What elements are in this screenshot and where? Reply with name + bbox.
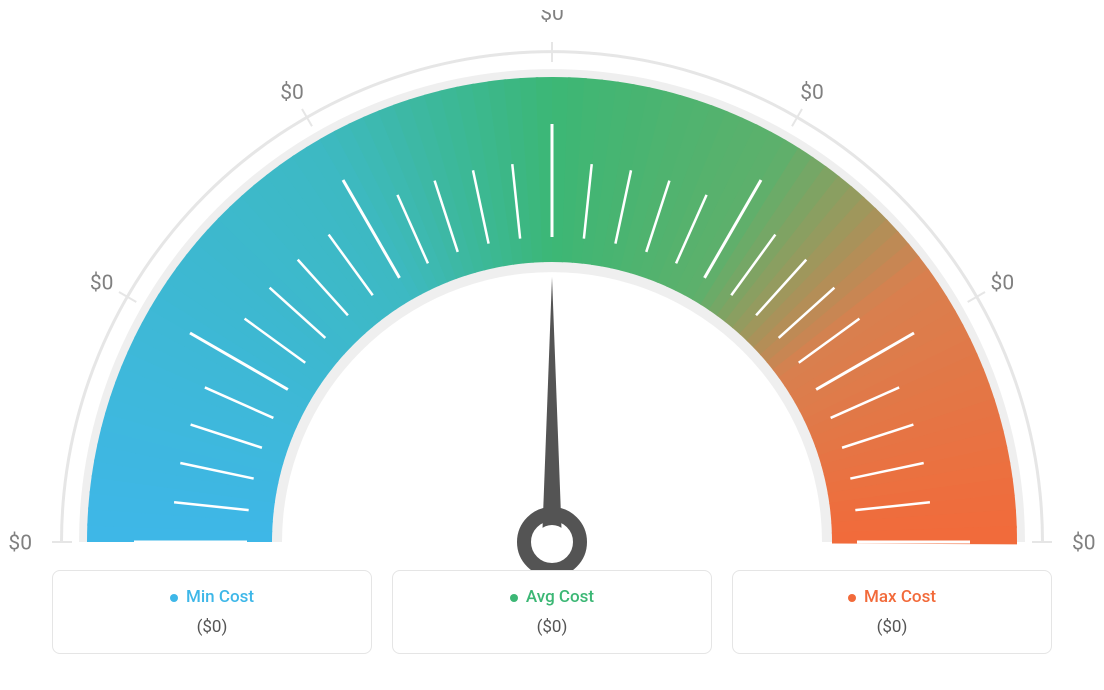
svg-text:$0: $0 [800, 81, 824, 105]
legend-value-avg: ($0) [417, 617, 687, 637]
legend-title-min: Min Cost [77, 587, 347, 607]
gauge-chart: $0 $0 $0 $0 $0 $0 $0 [0, 10, 1104, 570]
svg-text:$0: $0 [1072, 531, 1096, 555]
legend-value-max: ($0) [757, 617, 1027, 637]
svg-text:$0: $0 [90, 271, 114, 295]
legend-value-min: ($0) [77, 617, 347, 637]
legend-row: Min Cost ($0) Avg Cost ($0) Max Cost ($0… [0, 570, 1104, 654]
legend-card-avg: Avg Cost ($0) [392, 570, 712, 654]
svg-text:$0: $0 [8, 531, 32, 555]
gauge-container: $0 $0 $0 $0 $0 $0 $0 [0, 0, 1104, 560]
legend-label-min: Min Cost [186, 587, 254, 607]
legend-label-avg: Avg Cost [526, 587, 594, 607]
svg-text:$0: $0 [280, 81, 304, 105]
legend-card-max: Max Cost ($0) [732, 570, 1052, 654]
legend-label-max: Max Cost [864, 587, 936, 607]
legend-card-min: Min Cost ($0) [52, 570, 372, 654]
legend-title-max: Max Cost [757, 587, 1027, 607]
svg-text:$0: $0 [991, 271, 1015, 295]
legend-dot-avg [510, 594, 518, 602]
legend-dot-max [848, 594, 856, 602]
legend-title-avg: Avg Cost [417, 587, 687, 607]
legend-dot-min [170, 594, 178, 602]
svg-text:$0: $0 [540, 10, 564, 26]
